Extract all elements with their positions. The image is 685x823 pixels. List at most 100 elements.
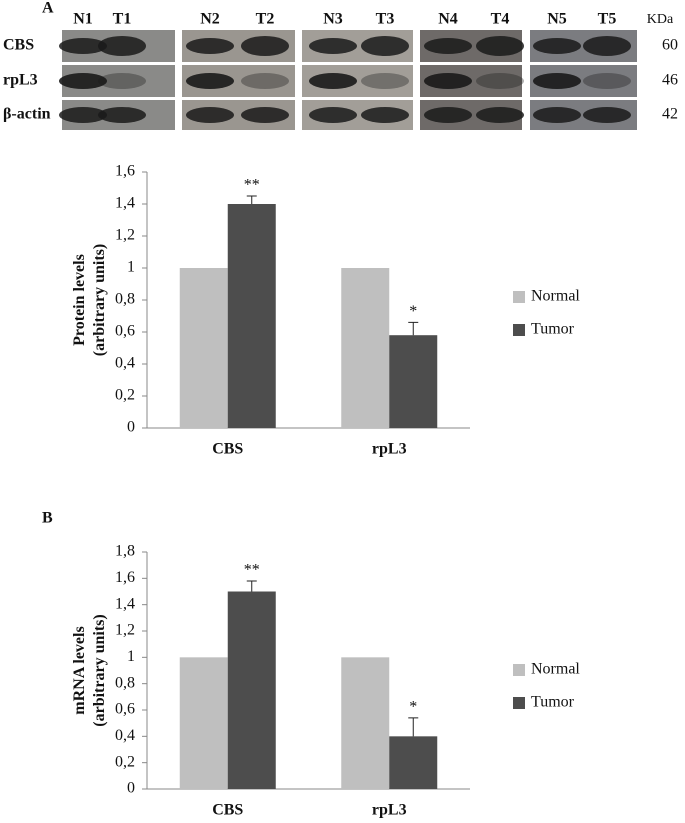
bar [227,591,276,789]
lane-label: T2 [256,11,275,28]
band [186,73,234,89]
bar [341,268,390,428]
band [186,38,234,54]
bar [227,204,276,428]
y-tick-label: 1 [127,259,135,276]
band [186,107,234,123]
y-tick-label: 0,6 [115,323,135,340]
legend-swatch [513,664,525,676]
legend-label: Tumor [531,321,575,338]
y-tick-label: 0,4 [115,727,135,744]
y-tick-label: 0 [127,419,135,436]
band [361,73,409,89]
y-tick-label: 0,8 [115,674,135,691]
row-label: CBS [3,37,34,54]
y-tick-label: 1,2 [115,622,135,639]
band [583,36,631,56]
y-tick-label: 0,4 [115,355,135,372]
x-tick-label: rpL3 [372,441,407,458]
legend-swatch [513,291,525,303]
legend-swatch [513,324,525,336]
band [98,107,146,123]
bar [341,657,390,789]
band [241,107,289,123]
y-tick-label: 1,4 [115,595,135,612]
y-axis-label: Protein levels (arbitrary units) [71,244,108,356]
y-tick-label: 1,8 [115,543,135,560]
x-tick-label: CBS [212,441,243,458]
band [59,38,107,54]
band [241,36,289,56]
y-tick-label: 1,6 [115,569,135,586]
band [361,107,409,123]
lane-label: N1 [73,11,93,28]
lane-label: N3 [323,11,343,28]
y-tick-label: 0,2 [115,387,135,404]
band [533,107,581,123]
band [309,107,357,123]
band [583,73,631,89]
lane-label: N2 [200,11,220,28]
lane-label: N5 [547,11,567,28]
lane-label: T5 [598,11,617,28]
band [424,38,472,54]
error-bar [408,717,419,737]
size-label: 42 [662,106,678,123]
band [98,73,146,89]
band [59,107,107,123]
band [241,73,289,89]
y-tick-label: 1,2 [115,227,135,244]
row-label: rpL3 [3,72,38,89]
legend-label: Tumor [531,694,575,711]
legend-swatch [513,697,525,709]
y-tick-label: 1,6 [115,163,135,180]
row-label: β-actin [3,106,51,123]
y-tick-label: 0,8 [115,291,135,308]
significance: ** [244,562,260,579]
unit-label: KDa [647,12,674,27]
error-bar [246,195,257,204]
lane-label: T4 [491,11,510,28]
y-tick-label: 0 [127,780,135,797]
band [361,36,409,56]
bar [179,657,228,789]
x-tick-label: CBS [212,802,243,819]
band [424,73,472,89]
band [59,73,107,89]
band [583,107,631,123]
y-tick-label: 0,2 [115,753,135,770]
lane-label: N4 [438,11,458,28]
legend-label: Normal [531,661,580,678]
y-axis-label-line: mRNA levels [71,626,88,714]
y-tick-label: 1,4 [115,195,135,212]
band [424,107,472,123]
band [98,36,146,56]
size-label: 46 [662,72,678,89]
lane-label: T3 [376,11,395,28]
band [309,38,357,54]
bar [179,268,228,428]
lane-label: T1 [113,11,132,28]
bar [389,335,438,428]
legend-label: Normal [531,288,580,305]
y-axis-label: mRNA levels (arbitrary units) [71,614,108,726]
size-label: 60 [662,37,678,54]
y-tick-label: 1 [127,648,135,665]
y-axis-label-line: (arbitrary units) [91,614,108,726]
panel-label: A [42,0,54,17]
error-bar [408,321,419,336]
band [533,73,581,89]
error-bar [246,580,257,592]
band [533,38,581,54]
band [476,36,524,56]
x-tick-label: rpL3 [372,802,407,819]
y-axis-label-line: Protein levels [71,254,88,346]
band [476,73,524,89]
significance: ** [244,177,260,194]
bar [389,736,438,789]
panel-label: B [42,510,53,527]
y-axis-label-line: (arbitrary units) [91,244,108,356]
band [476,107,524,123]
y-tick-label: 0,6 [115,701,135,718]
